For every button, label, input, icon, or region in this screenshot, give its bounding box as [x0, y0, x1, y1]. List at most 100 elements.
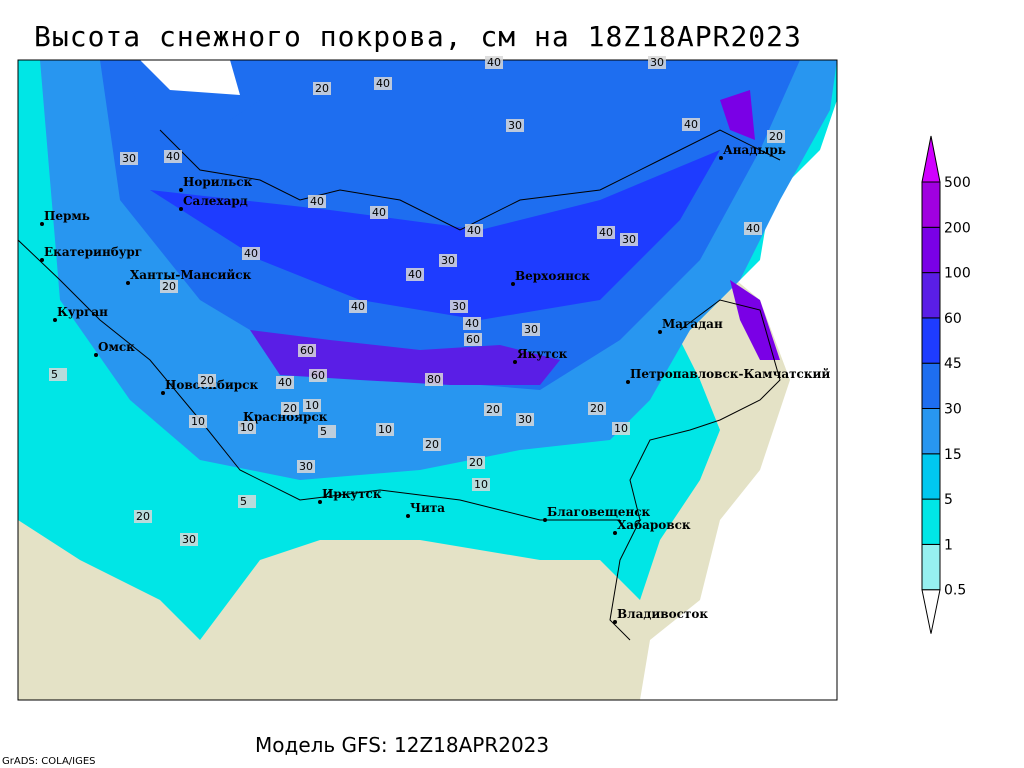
contour-label-box [370, 206, 388, 219]
colorbar-swatch [921, 362, 941, 410]
contour-label-box [516, 413, 534, 426]
contour-label: 30 [182, 533, 196, 546]
contour-label-box [450, 300, 468, 313]
contour-label: 40 [599, 226, 613, 239]
contour-label-box [298, 344, 316, 357]
contour-label-box [506, 119, 524, 132]
contour-label: 80 [427, 373, 441, 386]
contour-label: 30 [622, 233, 636, 246]
contour-label: 40 [746, 222, 760, 235]
contour-label-box [238, 421, 256, 434]
contour-label-box [425, 373, 443, 386]
credit: GrADS: COLA/IGES [2, 756, 96, 767]
colorbar-label: 45 [944, 356, 962, 372]
contour-label: 30 [650, 56, 664, 69]
city-label: Благовещенск [547, 505, 651, 519]
contour-label: 20 [200, 374, 214, 387]
city-label: Норильск [183, 175, 253, 189]
colorbar-label: 500 [944, 175, 971, 191]
contour-label: 20 [769, 130, 783, 143]
colorbar-swatch [921, 498, 941, 545]
map [18, 60, 837, 700]
colorbar-label: 15 [944, 447, 962, 463]
contour-label-box [281, 402, 299, 415]
contour-label: 60 [300, 344, 314, 357]
contour-label: 5 [240, 495, 247, 508]
city-dot [613, 620, 617, 624]
contour-label: 40 [166, 150, 180, 163]
contour-label: 10 [240, 421, 254, 434]
colorbar-label: 100 [944, 266, 971, 282]
contour-label-box [242, 247, 260, 260]
contour-label: 5 [320, 425, 327, 438]
barents-sea [140, 60, 240, 95]
city-dot [719, 156, 723, 160]
contour-label: 40 [684, 118, 698, 131]
contour-label-box [189, 415, 207, 428]
contour-label-box [423, 438, 441, 451]
city-dot [179, 188, 183, 192]
colorbar-label: 200 [944, 220, 971, 236]
city-dot [161, 391, 165, 395]
contour-label-box [485, 56, 503, 69]
contour-label: 20 [425, 438, 439, 451]
contour-label-box [463, 317, 481, 330]
contour-label-box [767, 130, 785, 143]
contour-label: 10 [305, 399, 319, 412]
contour-label: 30 [122, 152, 136, 165]
city-dot [94, 353, 98, 357]
contour-label: 40 [376, 77, 390, 90]
contour-label: 40 [465, 317, 479, 330]
contour-label: 40 [351, 300, 365, 313]
city-dot [613, 531, 617, 535]
colorbar-label: 1 [944, 537, 953, 553]
contour-label-box [120, 152, 138, 165]
city-label: Владивосток [617, 607, 708, 621]
contour-label-box [465, 224, 483, 237]
city-label: Чита [410, 501, 445, 515]
contour-label-box [349, 300, 367, 313]
city-label: Пермь [44, 209, 90, 223]
city-label: Омск [98, 340, 135, 354]
contour-label: 20 [469, 456, 483, 469]
contour-label: 40 [310, 195, 324, 208]
contour-label-box [588, 402, 606, 415]
colorbar-swatch [921, 181, 941, 228]
contour-label-box [439, 254, 457, 267]
contour-label: 20 [136, 510, 150, 523]
map-labels: Норильск Салехард Пермь Екатеринбург Ханты-М… [40, 56, 830, 624]
contour-label-box [648, 56, 666, 69]
colorbar-swatch [921, 543, 941, 591]
contour-label-box [484, 403, 502, 416]
city-label: Верхоянск [515, 269, 590, 283]
city-label: Екатеринбург [44, 245, 142, 259]
contour-label-box [238, 495, 256, 508]
contour-label: 30 [299, 460, 313, 473]
city-dot [53, 318, 57, 322]
contour-label-box [682, 118, 700, 131]
city-label: Салехард [183, 194, 248, 208]
contour-label-box [472, 478, 490, 491]
colorbar-top [921, 135, 941, 183]
contour-label: 20 [283, 402, 297, 415]
contour-label: 60 [466, 333, 480, 346]
contour-label-box [309, 369, 327, 382]
colorbar-label: 60 [944, 311, 962, 327]
city-dot [543, 518, 547, 522]
colorbar-swatch [921, 317, 941, 364]
snow-45 [150, 150, 720, 320]
contour-label-box [612, 422, 630, 435]
city-label: Красноярск [243, 410, 328, 424]
contour-label-box [308, 195, 326, 208]
contour-label: 30 [518, 413, 532, 426]
snow-60 [250, 330, 560, 385]
colorbar-swatch [921, 272, 941, 319]
contour-label: 30 [508, 119, 522, 132]
contour-label-box [303, 399, 321, 412]
contour-label: 30 [452, 300, 466, 313]
contour-label: 40 [487, 56, 501, 69]
contour-label: 20 [486, 403, 500, 416]
colorbar-label: 30 [944, 402, 962, 418]
contour-label: 40 [408, 268, 422, 281]
